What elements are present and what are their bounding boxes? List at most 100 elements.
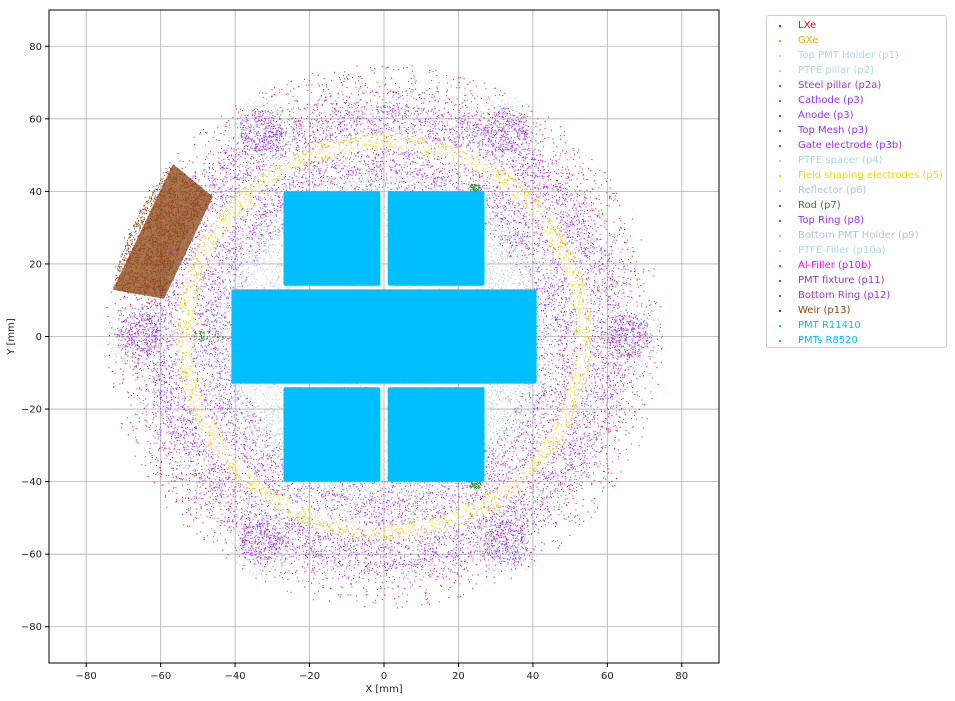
point-gxe xyxy=(186,288,188,290)
point-lxe xyxy=(614,484,616,486)
point-gxe xyxy=(215,225,217,227)
point-ptfe-pillar-p2 xyxy=(273,116,275,118)
point-gxe xyxy=(582,378,584,380)
point-lxe xyxy=(176,500,178,502)
point-lxe xyxy=(456,562,458,564)
point-ptfe-pillar-p2 xyxy=(287,550,289,552)
point-gxe xyxy=(545,209,547,211)
point-top-pmt-holder-p1 xyxy=(253,408,255,410)
point-lxe xyxy=(608,205,610,207)
point-gxe xyxy=(508,490,510,492)
point-ptfe-pillar-p2 xyxy=(599,337,601,339)
point-gxe xyxy=(204,244,206,246)
point-ptfe-pillar-p2 xyxy=(263,544,265,546)
point-gxe xyxy=(183,299,185,301)
point-lxe xyxy=(119,298,121,300)
point-ptfe-pillar-p2 xyxy=(509,137,511,139)
point-lxe xyxy=(610,179,612,181)
point-ptfe-pillar-p2 xyxy=(276,554,278,556)
point-gxe xyxy=(179,293,181,295)
point-top-pmt-holder-p1 xyxy=(266,250,268,252)
point-top-pmt-holder-p1 xyxy=(253,409,255,411)
point-lxe xyxy=(226,122,228,124)
point-gxe xyxy=(483,507,485,509)
point-lxe xyxy=(145,384,147,386)
point-gxe xyxy=(572,409,574,411)
point-lxe xyxy=(137,358,139,360)
point-lxe xyxy=(340,593,342,595)
point-gxe xyxy=(587,336,589,338)
point-gxe xyxy=(177,369,179,371)
point-lxe xyxy=(329,587,331,589)
point-lxe xyxy=(613,362,615,364)
point-lxe xyxy=(594,461,596,463)
point-lxe xyxy=(653,275,655,277)
point-gxe xyxy=(557,227,559,229)
point-lxe xyxy=(466,83,468,85)
point-gxe xyxy=(179,307,181,309)
point-ptfe-pillar-p2 xyxy=(116,356,118,358)
point-ptfe-pillar-p2 xyxy=(255,524,257,526)
point-gxe xyxy=(348,140,350,142)
point-lxe xyxy=(384,594,386,596)
point-lxe xyxy=(380,575,382,577)
point-ptfe-pillar-p2 xyxy=(508,130,510,132)
point-ptfe-pillar-p2 xyxy=(277,156,279,158)
point-lxe xyxy=(563,135,565,137)
point-ptfe-pillar-p2 xyxy=(246,130,248,132)
point-lxe xyxy=(321,104,323,106)
point-ptfe-pillar-p2 xyxy=(234,124,236,126)
point-lxe xyxy=(569,492,571,494)
point-lxe xyxy=(344,575,346,577)
point-ptfe-pillar-p2 xyxy=(260,563,262,565)
point-lxe xyxy=(324,100,326,102)
point-ptfe-pillar-p2 xyxy=(604,323,606,325)
point-lxe xyxy=(624,324,626,326)
point-lxe xyxy=(304,571,306,573)
point-gxe xyxy=(454,523,456,525)
point-gxe xyxy=(210,444,212,446)
point-lxe xyxy=(591,201,593,203)
point-gxe xyxy=(238,474,240,476)
point-lxe xyxy=(502,129,504,131)
point-gxe xyxy=(262,172,264,174)
point-gxe xyxy=(420,137,422,139)
point-gxe xyxy=(195,419,197,421)
point-lxe xyxy=(606,453,608,455)
point-ptfe-pillar-p2 xyxy=(114,328,116,330)
point-lxe xyxy=(187,498,189,500)
point-lxe xyxy=(384,84,386,86)
point-gxe xyxy=(222,213,224,215)
point-lxe xyxy=(311,84,313,86)
point-gxe xyxy=(177,324,179,326)
point-top-pmt-holder-p1 xyxy=(496,267,498,269)
point-top-pmt-holder-p1 xyxy=(265,406,267,408)
point-ptfe-pillar-p2 xyxy=(609,334,611,336)
point-lxe xyxy=(650,304,652,306)
point-gxe xyxy=(340,529,342,531)
point-gxe xyxy=(447,523,449,525)
point-ptfe-pillar-p2 xyxy=(117,346,119,348)
point-top-pmt-holder-p1 xyxy=(258,205,260,207)
point-lxe xyxy=(468,581,470,583)
point-ptfe-pillar-p2 xyxy=(254,125,256,127)
point-ptfe-pillar-p2 xyxy=(244,148,246,150)
point-gxe xyxy=(234,473,236,475)
point-ptfe-pillar-p2 xyxy=(141,366,143,368)
point-gxe xyxy=(188,268,190,270)
point-lxe xyxy=(132,429,134,431)
point-top-pmt-holder-p1 xyxy=(385,248,387,250)
point-ptfe-pillar-p2 xyxy=(150,310,152,312)
point-lxe xyxy=(619,318,621,320)
point-gxe xyxy=(208,238,210,240)
point-lxe xyxy=(144,419,146,421)
point-ptfe-pillar-p2 xyxy=(119,335,121,337)
point-lxe xyxy=(130,422,132,424)
point-lxe xyxy=(629,324,631,326)
point-lxe xyxy=(287,578,289,580)
point-lxe xyxy=(595,172,597,174)
point-gxe xyxy=(501,169,503,171)
point-gxe xyxy=(182,341,184,343)
point-ptfe-pillar-p2 xyxy=(539,133,541,135)
point-lxe xyxy=(540,508,542,510)
